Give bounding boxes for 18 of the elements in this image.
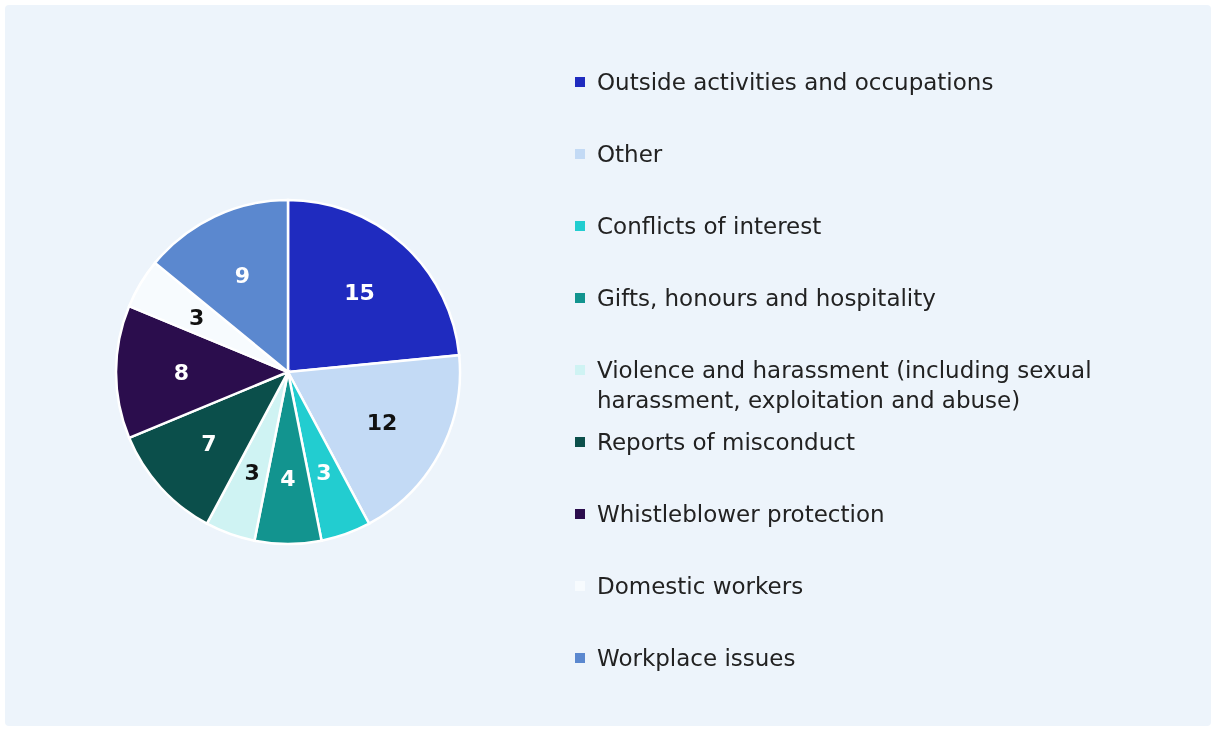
legend-label: Gifts, honours and hospitality — [597, 285, 936, 311]
data-label: 7 — [201, 431, 217, 457]
data-label: 8 — [173, 359, 190, 385]
data-label: 3 — [244, 459, 260, 485]
legend-label: Conflicts of interest — [597, 213, 822, 239]
legend-label: Other — [597, 141, 663, 167]
data-label: 3 — [316, 459, 332, 485]
legend-label: Whistleblower protection — [597, 501, 885, 527]
data-label: 3 — [188, 304, 205, 330]
legend-label: Domestic workers — [597, 573, 804, 599]
data-label: 12 — [366, 409, 398, 435]
legend-label: Violence and harassment (including sexual harassment, exploitation and abuse) — [597, 357, 1092, 413]
legend-label: Workplace issues — [597, 645, 796, 671]
data-label: 9 — [234, 263, 251, 289]
data-label: 15 — [344, 280, 375, 306]
legend-label: Outside activities and occupations — [597, 69, 994, 95]
legend-label: Reports of misconduct — [597, 429, 855, 455]
data-label: 4 — [280, 466, 296, 492]
